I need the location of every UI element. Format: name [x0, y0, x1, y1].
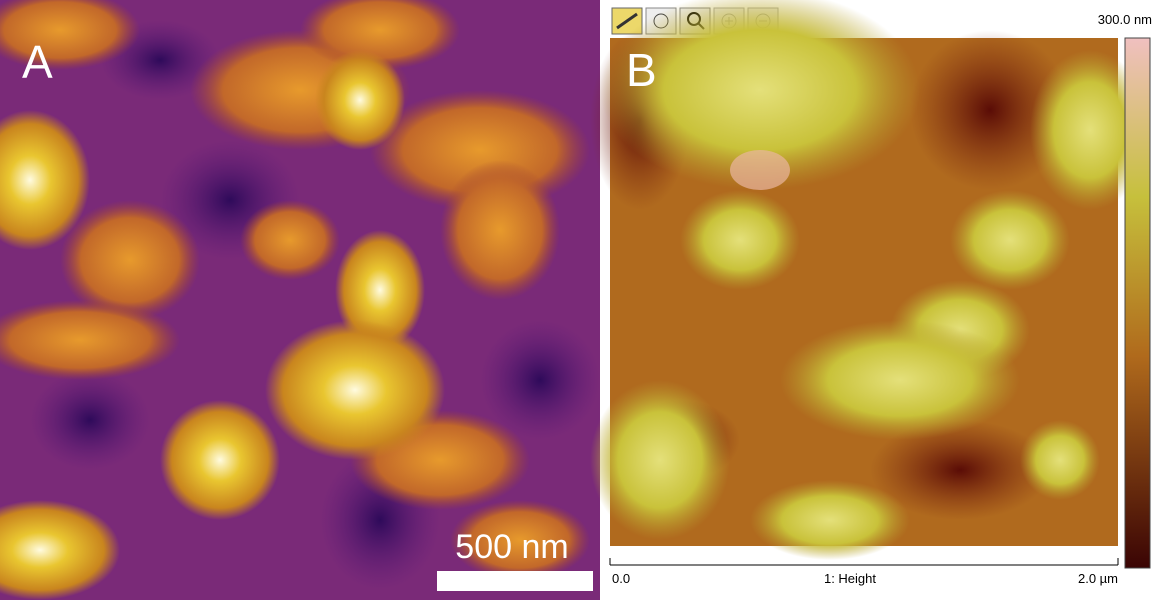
axis-start: 0.0 [612, 571, 630, 586]
colorbar-max: 300.0 nm [1098, 12, 1152, 27]
scale-bar [437, 571, 593, 591]
panel-b: 300.0 nm 0.0 1: Height 2.0 µm B [590, 0, 1156, 600]
colorbar [1125, 38, 1150, 568]
panel-label: A [22, 36, 53, 88]
page: A 500 nm 300.0 nm [0, 0, 1156, 600]
scale-bar-label: 500 nm [455, 528, 568, 566]
panel-a: A 500 nm [0, 0, 600, 600]
axis-end: 2.0 µm [1078, 571, 1118, 586]
panel-label: B [626, 44, 657, 96]
axis-label: 1: Height [824, 571, 876, 586]
figure: A 500 nm 300.0 nm [0, 0, 1156, 600]
